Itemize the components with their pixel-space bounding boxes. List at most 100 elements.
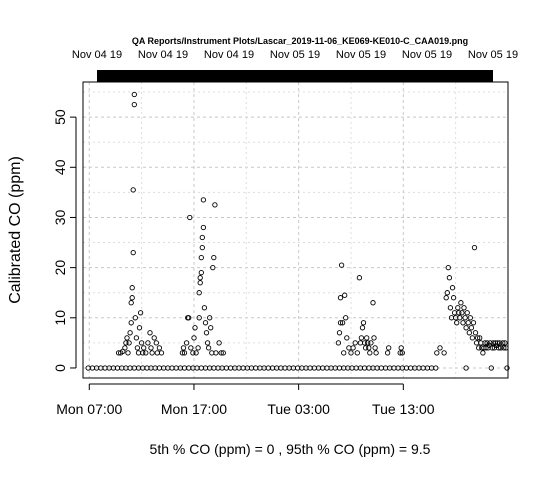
data-point bbox=[196, 290, 202, 296]
data-point bbox=[151, 335, 157, 341]
data-point bbox=[398, 345, 404, 351]
data-point bbox=[468, 325, 475, 331]
top-date-label: Nov 05 19 bbox=[336, 49, 386, 61]
data-points bbox=[85, 91, 510, 371]
data-point bbox=[454, 320, 460, 326]
data-point bbox=[447, 305, 454, 311]
data-point bbox=[193, 350, 199, 356]
data-point bbox=[501, 345, 507, 351]
data-point bbox=[147, 330, 153, 336]
data-point bbox=[122, 345, 128, 351]
data-point bbox=[469, 335, 476, 341]
data-point bbox=[360, 320, 367, 326]
data-point bbox=[143, 350, 149, 356]
data-point bbox=[346, 345, 352, 351]
data-point bbox=[195, 345, 201, 351]
data-point bbox=[464, 310, 470, 316]
data-point bbox=[487, 340, 493, 346]
data-point bbox=[341, 350, 347, 356]
y-tick-label: 50 bbox=[52, 109, 68, 125]
data-point bbox=[342, 292, 348, 298]
data-point bbox=[365, 340, 371, 346]
data-point bbox=[198, 254, 204, 261]
data-point bbox=[136, 325, 143, 331]
x-tick-label: Tue 13:00 bbox=[372, 401, 435, 417]
y-axis-label: Calibrated CO (ppm) bbox=[7, 156, 24, 304]
data-point bbox=[123, 340, 129, 346]
data-point bbox=[156, 345, 163, 351]
data-point bbox=[467, 315, 473, 321]
data-point bbox=[384, 350, 391, 356]
data-point bbox=[367, 350, 373, 356]
data-point bbox=[370, 300, 376, 306]
data-point bbox=[197, 280, 203, 286]
data-point bbox=[466, 330, 472, 336]
data-point bbox=[352, 340, 358, 346]
data-point bbox=[373, 350, 379, 356]
data-point bbox=[190, 350, 196, 356]
data-point bbox=[153, 340, 159, 346]
data-point bbox=[477, 335, 483, 341]
data-point bbox=[504, 365, 510, 371]
data-point bbox=[207, 315, 213, 321]
data-point bbox=[472, 330, 479, 336]
data-point bbox=[208, 325, 214, 331]
data-point bbox=[399, 350, 405, 356]
top-date-labels: Nov 04 19 Nov 04 19 Nov 04 19 Nov 05 19 Nov … bbox=[72, 49, 518, 61]
data-point bbox=[397, 350, 403, 356]
data-point bbox=[371, 335, 377, 341]
data-point bbox=[471, 244, 478, 251]
data-point bbox=[181, 350, 188, 356]
data-point bbox=[480, 350, 486, 356]
top-date-label: Nov 05 19 bbox=[402, 49, 452, 61]
data-point bbox=[503, 345, 509, 351]
y-tick-label: 30 bbox=[52, 209, 68, 225]
data-point bbox=[495, 345, 502, 351]
data-point bbox=[128, 300, 134, 306]
data-point bbox=[337, 295, 344, 301]
data-point bbox=[128, 320, 134, 326]
data-point bbox=[211, 254, 217, 261]
x-tick-label: Tue 03:00 bbox=[267, 401, 330, 417]
data-point bbox=[130, 187, 136, 193]
data-point bbox=[463, 365, 469, 371]
data-point bbox=[199, 234, 205, 241]
data-point bbox=[135, 350, 142, 356]
data-point bbox=[460, 320, 466, 326]
data-point bbox=[148, 345, 154, 351]
data-point bbox=[462, 315, 468, 321]
data-point bbox=[192, 325, 198, 331]
data-point bbox=[343, 315, 349, 321]
data-point bbox=[362, 345, 369, 351]
data-point bbox=[361, 340, 368, 346]
data-point bbox=[443, 295, 449, 301]
y-tick-label: 20 bbox=[52, 260, 68, 276]
top-date-label: Nov 05 19 bbox=[468, 49, 518, 61]
data-point bbox=[368, 340, 374, 346]
data-point bbox=[140, 350, 146, 356]
data-point bbox=[494, 340, 501, 346]
data-point bbox=[356, 275, 363, 281]
data-point bbox=[457, 315, 463, 321]
data-point bbox=[476, 345, 482, 351]
data-point bbox=[350, 345, 356, 351]
y-tick-label: 10 bbox=[52, 310, 68, 326]
data-point bbox=[359, 325, 366, 331]
data-point bbox=[133, 335, 140, 341]
plot-frame bbox=[82, 81, 509, 379]
data-point bbox=[138, 340, 145, 346]
data-point bbox=[212, 202, 218, 208]
data-point bbox=[134, 345, 141, 351]
data-point bbox=[180, 345, 187, 351]
data-point bbox=[336, 330, 343, 336]
data-point bbox=[132, 315, 138, 321]
data-point bbox=[458, 300, 464, 306]
data-point bbox=[202, 320, 209, 326]
data-point bbox=[483, 345, 489, 351]
data-point bbox=[465, 320, 471, 326]
data-point bbox=[437, 345, 443, 351]
data-point bbox=[461, 305, 467, 311]
data-point bbox=[158, 350, 165, 356]
data-point bbox=[344, 335, 350, 341]
data-point bbox=[338, 262, 345, 268]
